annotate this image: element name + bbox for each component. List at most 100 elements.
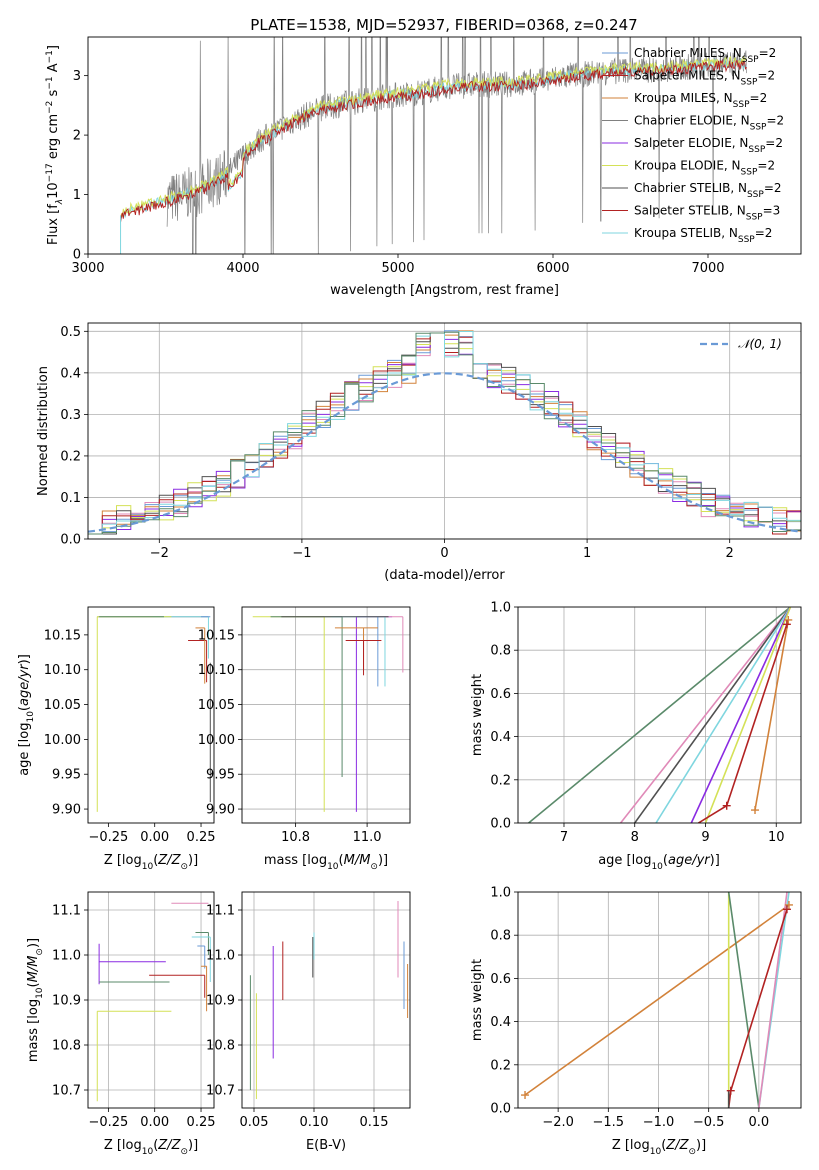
legend-entry: Chabrier MILES, NSSP=2 xyxy=(634,46,776,65)
x-tick-label: −0.25 xyxy=(88,830,128,845)
x-tick-label: −1.0 xyxy=(643,1115,675,1130)
x-tick-label: −2 xyxy=(150,546,169,561)
panel-weight_vs_age: 7 8 9 10 0.0 0.2 0.4 0.6 0.8 1.0 age [log10(age/yr… xyxy=(470,601,802,872)
x-tick-label: 0.15 xyxy=(360,1115,389,1130)
x-tick-label: 2 xyxy=(726,546,734,561)
y-tick-label: 0.1 xyxy=(60,491,81,506)
plus-marker xyxy=(726,1086,735,1095)
y-tick-label: 0.2 xyxy=(490,1058,511,1073)
weight-line-green xyxy=(528,607,791,823)
axes-frame xyxy=(241,606,411,824)
weight-line-cyan xyxy=(655,607,792,823)
x-axis-label: age [log10(age/yr)] xyxy=(598,853,720,872)
y-tick-label: 9.95 xyxy=(52,768,81,783)
y-tick-label: 10.8 xyxy=(206,1039,235,1054)
x-tick-label: 7 xyxy=(560,830,568,845)
plot-area xyxy=(518,892,801,1108)
legend-entry: Kroupa ELODIE, NSSP=2 xyxy=(634,159,775,178)
y-axis-label: age [log10(age/yr)] xyxy=(17,654,36,776)
plus-marker xyxy=(751,806,760,815)
y-tick-label: 10.15 xyxy=(44,628,81,643)
y-tick-label: 10.9 xyxy=(52,994,81,1009)
x-tick-label: 0.25 xyxy=(187,1115,216,1130)
panel-age_vs_mass: 10.8 11.0 9.90 9.95 10.00 10.05 10.10 10.15 mass… xyxy=(198,606,411,872)
y-tick-label: 2 xyxy=(73,129,81,144)
x-tick-label: 10 xyxy=(768,830,785,845)
y-axis-label: mass weight xyxy=(470,959,485,1041)
axes-frame xyxy=(87,322,802,540)
y-tick-label: 10.10 xyxy=(44,663,81,678)
model-line-red xyxy=(120,58,747,223)
gaussian-curve xyxy=(88,372,801,533)
panel-mass_vs_ebv: 0.05 0.10 0.15 10.7 10.8 10.9 11.0 11.1 E(B-V) xyxy=(206,891,411,1153)
weight-line-pink xyxy=(619,607,792,823)
axes-frame xyxy=(87,36,802,255)
panel-mass_vs_Z: −0.25 0.00 0.25 10.7 10.8 10.9 11.0 11.1 Z [log1… xyxy=(26,891,216,1157)
panel-weight_vs_Z: −2.0 −1.5 −1.0 −0.5 0.0 0.0 0.2 0.4 0.6 0.8 1.0 Z [… xyxy=(470,886,802,1157)
plus-marker xyxy=(722,801,731,810)
chart-title: PLATE=1538, MJD=52937, FIBERID=0368, z=0… xyxy=(250,16,637,34)
x-tick-label: −1.5 xyxy=(593,1115,625,1130)
y-tick-label: 0.0 xyxy=(490,1102,511,1117)
plus-marker xyxy=(784,900,793,909)
y-tick-label: 11.0 xyxy=(52,949,81,964)
weight-line-green xyxy=(727,892,760,1108)
y-tick-label: 10.05 xyxy=(198,698,235,713)
plot-area xyxy=(120,37,747,254)
x-tick-label: 9 xyxy=(701,830,709,845)
weight-line-orange xyxy=(754,619,790,811)
y-tick-label: 1.0 xyxy=(490,886,511,901)
y-tick-label: 9.95 xyxy=(206,768,235,783)
y-tick-label: 10.15 xyxy=(198,628,235,643)
y-tick-label: 10.00 xyxy=(44,733,81,748)
panel-residuals: −2 −1 0 1 2 0.0 0.1 0.2 0.3 0.4 0.5 𝒩(0, 1) (data-mo… xyxy=(36,322,802,583)
y-tick-label: 9.90 xyxy=(52,803,81,818)
legend-entry: Kroupa STELIB, NSSP=2 xyxy=(634,226,772,245)
x-tick-label: 0.0 xyxy=(749,1115,770,1130)
x-tick-label: 10.8 xyxy=(281,830,310,845)
plot-area xyxy=(242,892,410,1108)
weight-line-pink xyxy=(758,892,788,1108)
y-tick-label: 1.0 xyxy=(490,601,511,616)
y-tick-label: 11.1 xyxy=(52,904,81,919)
axes-frame xyxy=(87,606,215,824)
x-axis-label: Z [log10(Z/Z⊙)] xyxy=(612,1138,706,1157)
y-tick-label: 0.8 xyxy=(490,929,511,944)
y-tick-label: 11.1 xyxy=(206,904,235,919)
weight-line-purple xyxy=(690,607,792,823)
y-axis-label: mass weight xyxy=(470,674,485,756)
x-axis-label: mass [log10(M/M⊙)] xyxy=(264,853,388,872)
x-tick-label: 0.05 xyxy=(240,1115,269,1130)
weight-line-orange xyxy=(524,904,790,1096)
x-axis-label: wavelength [Angstrom, rest frame] xyxy=(330,283,559,298)
x-tick-label: −2.0 xyxy=(542,1115,574,1130)
plus-marker xyxy=(521,1091,530,1100)
x-tick-label: 4000 xyxy=(226,261,259,276)
histogram-green xyxy=(88,331,801,535)
y-tick-label: 11.0 xyxy=(206,949,235,964)
y-tick-label: 0.0 xyxy=(60,533,81,548)
x-axis-label: Z [log10(Z/Z⊙)] xyxy=(104,853,198,872)
y-axis-label: Flux [fλ10−17 erg cm−2 s−1 A−1] xyxy=(45,45,65,245)
x-tick-label: 11.0 xyxy=(353,830,382,845)
y-tick-label: 10.00 xyxy=(198,733,235,748)
x-tick-label: 6000 xyxy=(536,261,569,276)
x-axis-label: Z [log10(Z/Z⊙)] xyxy=(104,1138,198,1157)
x-tick-label: 0.10 xyxy=(300,1115,329,1130)
y-tick-label: 10.7 xyxy=(206,1084,235,1099)
weight-line-dark xyxy=(634,607,792,823)
legend-entry: Salpeter MILES, NSSP=2 xyxy=(634,69,775,88)
x-tick-label: −0.25 xyxy=(88,1115,128,1130)
x-tick-label: −1 xyxy=(292,546,311,561)
plot-area xyxy=(88,323,801,539)
x-axis-label: (data-model)/error xyxy=(384,568,505,583)
plus-marker xyxy=(782,905,791,914)
x-tick-label: 5000 xyxy=(381,261,414,276)
y-tick-label: 0.4 xyxy=(60,366,81,381)
legend-entry: Chabrier STELIB, NSSP=2 xyxy=(634,181,782,200)
axes-frame xyxy=(241,891,411,1109)
plot-area xyxy=(96,616,211,812)
legend-entry: Salpeter STELIB, NSSP=3 xyxy=(634,204,780,223)
axes-frame xyxy=(517,891,802,1109)
